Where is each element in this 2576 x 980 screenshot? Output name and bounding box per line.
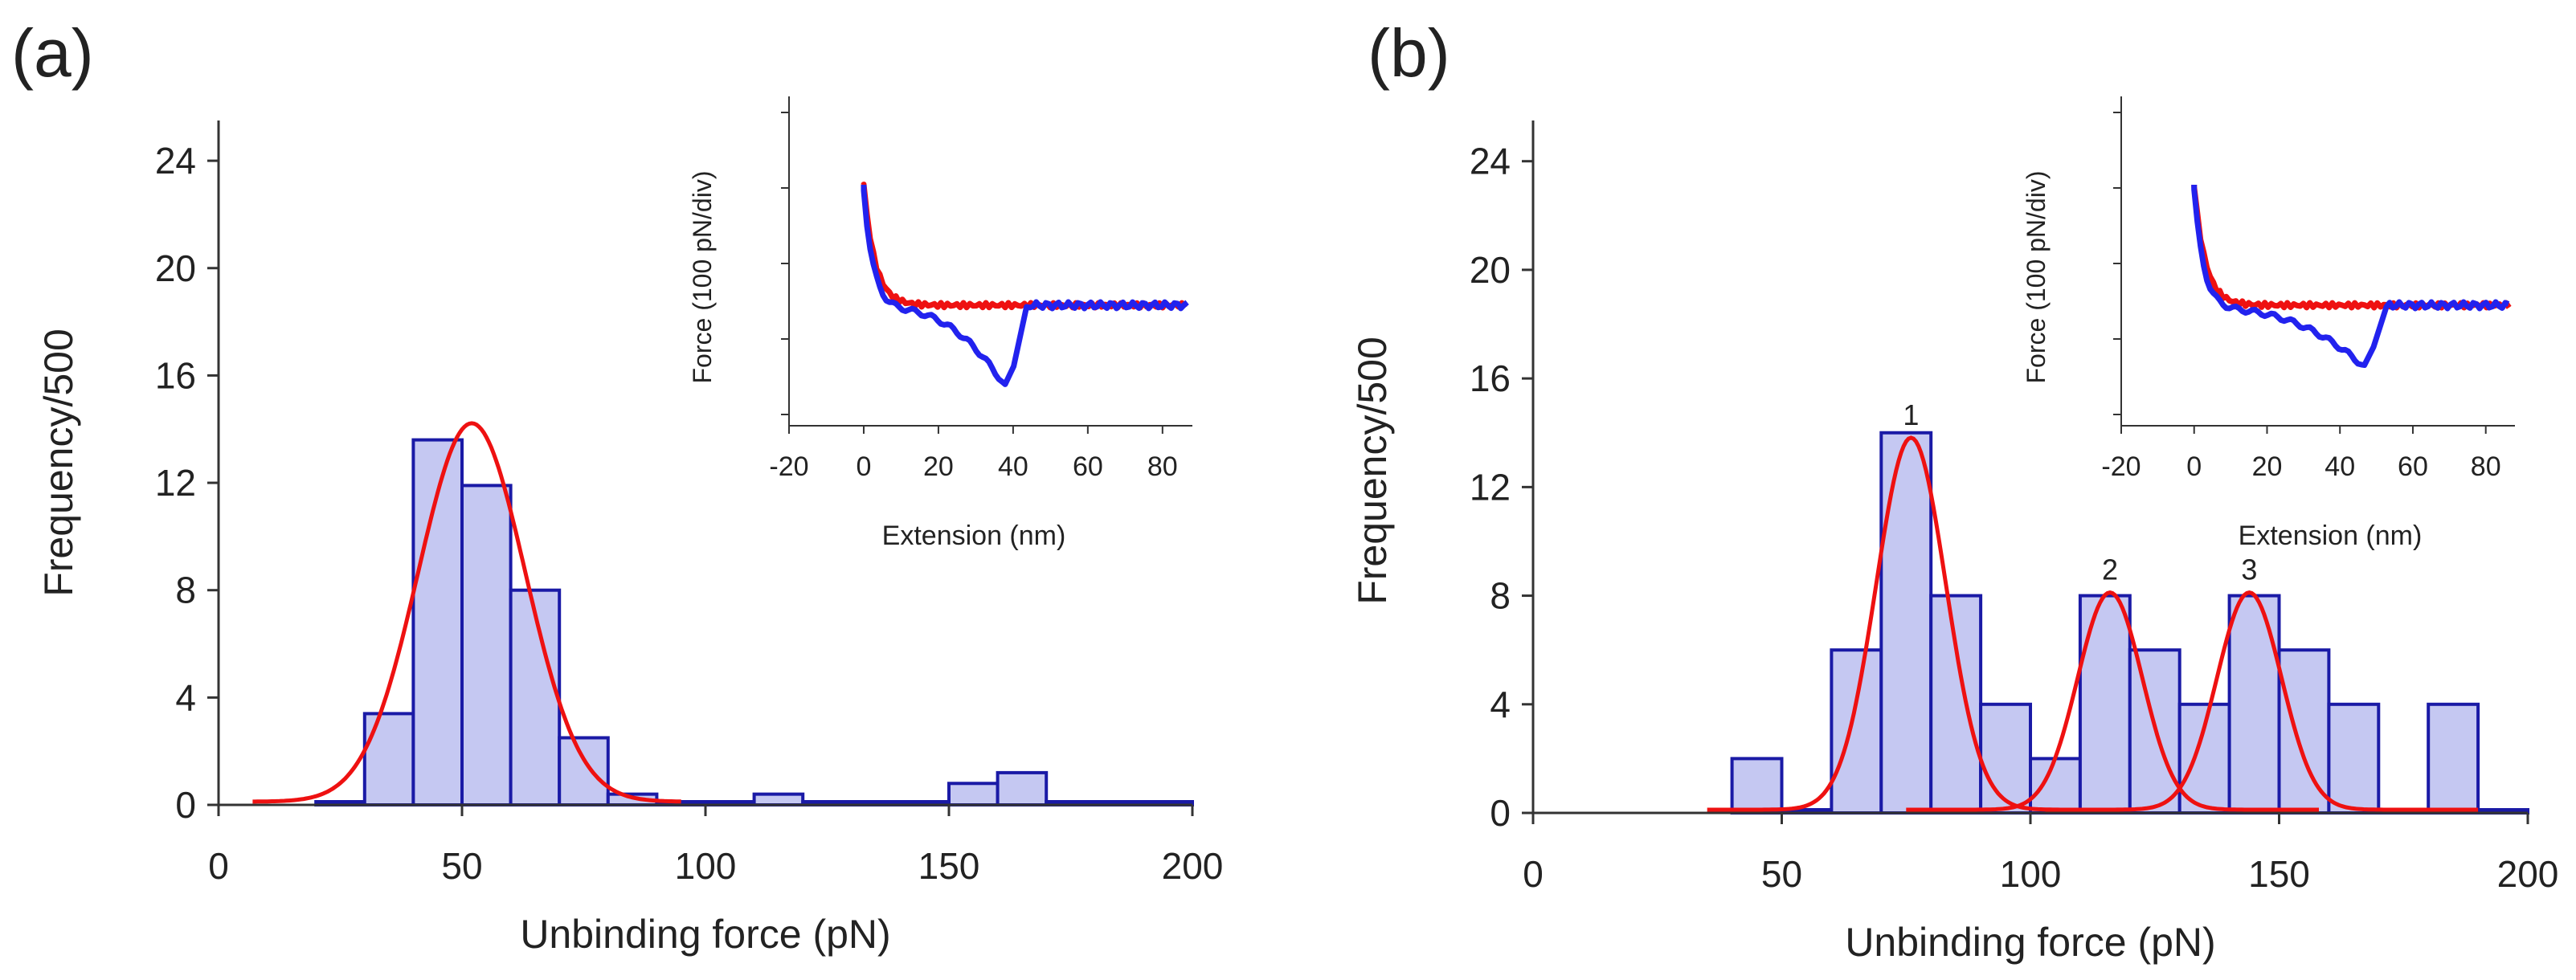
y-axis-label-a: Frequency/500 <box>36 329 81 597</box>
y-tick-label-a-12: 12 <box>155 462 196 504</box>
inset-b: -20 0 20 40 60 80 Extension (nm) Force (100 p… <box>2022 96 2515 551</box>
inset-retract-curve-b <box>2191 184 2510 368</box>
histogram-bar-a-3 <box>460 484 513 807</box>
y-tick-label-b-8: 8 <box>1490 575 1511 617</box>
x-ticks-b: 0 50 100 150 200 <box>1523 813 2558 895</box>
histogram-bars-b <box>1730 431 2530 815</box>
peak-label-b-2: 2 <box>2102 553 2118 586</box>
histogram-bar-a-13 <box>947 782 1000 806</box>
inset-approach-curve-b <box>2191 183 2512 311</box>
y-tick-label-a-0: 0 <box>175 784 196 826</box>
histogram-bar-b-3 <box>1879 431 1933 815</box>
inset-x-label-a: Extension (nm) <box>882 521 1066 551</box>
fit-curves-b: 1 2 3 <box>1707 398 2479 812</box>
peak-label-b-1: 1 <box>1903 398 1919 431</box>
x-tick-label-a-100: 100 <box>675 845 737 887</box>
y-tick-label-b-20: 20 <box>1470 249 1511 291</box>
x-tick-label-a-0: 0 <box>208 845 229 887</box>
inset-x-tick-label-b--20: -20 <box>2101 451 2141 482</box>
y-tick-label-a-20: 20 <box>155 247 196 289</box>
histogram-bar-b-10 <box>2227 594 2281 815</box>
y-tick-label-a-24: 24 <box>155 140 196 182</box>
gaussian-fit-b-2 <box>1906 590 2319 812</box>
x-tick-label-b-0: 0 <box>1523 853 1544 895</box>
histogram-bars-a <box>314 438 1195 807</box>
histogram-bar-a-9 <box>752 792 805 807</box>
x-tick-label-a-200: 200 <box>1162 845 1224 887</box>
inset-y-ticks-b <box>2113 112 2121 415</box>
histogram-bar-b-7 <box>2078 594 2132 815</box>
y-ticks-b: 0 4 8 12 16 20 24 <box>1470 141 1533 834</box>
inset-curves-a <box>861 182 1189 387</box>
inset-x-tick-label-a-60: 60 <box>1073 451 1103 482</box>
inset-y-ticks-a <box>781 112 789 415</box>
y-tick-label-b-24: 24 <box>1470 141 1511 182</box>
inset-x-tick-label-a-80: 80 <box>1147 451 1178 482</box>
inset-y-label-b: Force (100 pN/div) <box>2022 171 2051 384</box>
inset-x-label-b: Extension (nm) <box>2239 521 2423 551</box>
inset-x-tick-label-b-0: 0 <box>2186 451 2202 482</box>
inset-approach-curve-a <box>861 182 1188 311</box>
x-tick-label-a-150: 150 <box>918 845 980 887</box>
peak-label-b-3: 3 <box>2241 553 2257 586</box>
x-tick-label-b-100: 100 <box>2000 853 2062 895</box>
histogram-bar-a-1 <box>362 712 415 807</box>
y-tick-label-b-12: 12 <box>1470 466 1511 508</box>
inset-x-tick-label-b-20: 20 <box>2252 451 2283 482</box>
x-tick-label-b-150: 150 <box>2248 853 2310 895</box>
y-tick-label-a-16: 16 <box>155 354 196 396</box>
y-tick-label-a-8: 8 <box>175 570 196 611</box>
histogram-bar-b-0 <box>1730 757 1784 815</box>
histogram-bar-b-14 <box>2427 702 2480 815</box>
x-tick-label-b-200: 200 <box>2497 853 2559 895</box>
panel-label-b: (b) <box>1368 15 1450 91</box>
x-tick-label-a-50: 50 <box>441 845 482 887</box>
inset-x-ticks-b: -20 0 20 40 60 80 <box>2101 426 2501 482</box>
y-tick-label-a-4: 4 <box>175 676 196 718</box>
inset-x-ticks-a: -20 0 20 40 60 80 <box>769 426 1178 482</box>
histogram-bar-b-4 <box>1929 594 1983 815</box>
inset-x-tick-label-a-20: 20 <box>923 451 954 482</box>
x-ticks-a: 0 50 100 150 200 <box>208 805 1223 887</box>
inset-x-tick-label-b-40: 40 <box>2325 451 2355 482</box>
inset-x-tick-label-a-40: 40 <box>998 451 1028 482</box>
gaussian-fit-b-3 <box>2045 590 2479 812</box>
histogram-bar-a-5 <box>558 736 610 806</box>
histogram-bar-b-5 <box>1979 702 2033 815</box>
fit-curves-a <box>252 421 681 804</box>
inset-x-tick-label-b-60: 60 <box>2398 451 2428 482</box>
histogram-bar-b-12 <box>2327 702 2381 815</box>
inset-retract-curve-a <box>861 184 1189 387</box>
x-tick-label-b-50: 50 <box>1761 853 1802 895</box>
inset-x-tick-label-a-0: 0 <box>857 451 872 482</box>
histogram-bar-a-14 <box>996 770 1049 806</box>
inset-a: -20 0 20 40 60 80 Extension (nm) Force (100 p… <box>688 96 1192 551</box>
y-tick-label-b-0: 0 <box>1490 792 1511 834</box>
x-axis-label-a: Unbinding force (pN) <box>520 912 890 957</box>
y-tick-label-b-16: 16 <box>1470 357 1511 399</box>
histogram-bar-b-6 <box>2029 757 2082 815</box>
inset-y-label-a: Force (100 pN/div) <box>688 171 717 384</box>
y-ticks-a: 0 4 8 12 16 20 24 <box>155 140 219 826</box>
histogram-bar-a-4 <box>509 588 562 806</box>
y-axis-label-b: Frequency/500 <box>1350 337 1395 605</box>
gaussian-fit-a-1 <box>252 421 681 804</box>
y-tick-label-b-4: 4 <box>1490 684 1511 725</box>
inset-x-tick-label-b-80: 80 <box>2471 451 2501 482</box>
histogram-bar-b-2 <box>1830 648 1883 815</box>
inset-x-tick-label-a--20: -20 <box>769 451 808 482</box>
panel-label-a: (a) <box>11 15 94 91</box>
x-axis-label-b: Unbinding force (pN) <box>1845 920 2215 965</box>
inset-curves-b <box>2191 183 2512 368</box>
